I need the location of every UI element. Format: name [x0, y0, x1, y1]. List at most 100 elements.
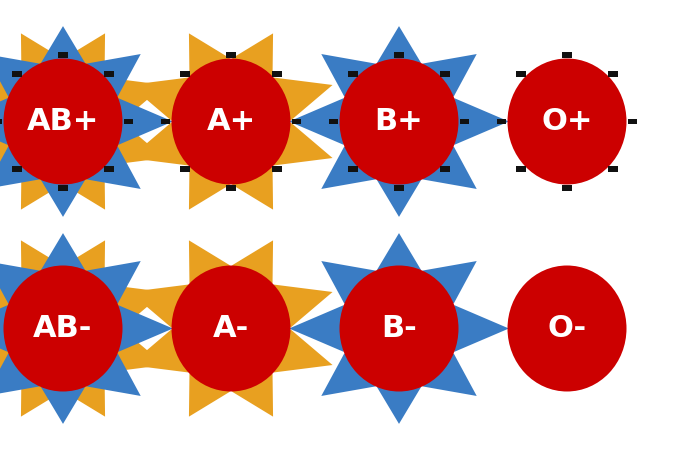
- Ellipse shape: [508, 266, 626, 392]
- Polygon shape: [274, 329, 332, 373]
- Polygon shape: [106, 329, 164, 373]
- Polygon shape: [0, 77, 20, 121]
- Bar: [104, 72, 113, 77]
- Ellipse shape: [172, 58, 290, 184]
- Polygon shape: [0, 54, 39, 97]
- Text: AB+: AB+: [27, 107, 99, 136]
- Bar: [13, 166, 22, 171]
- Polygon shape: [0, 261, 39, 304]
- Polygon shape: [423, 146, 477, 189]
- Text: A-: A-: [213, 314, 249, 343]
- Polygon shape: [130, 122, 188, 166]
- Polygon shape: [64, 240, 105, 284]
- Polygon shape: [189, 33, 230, 76]
- Polygon shape: [87, 146, 141, 189]
- Polygon shape: [87, 261, 141, 304]
- Polygon shape: [321, 146, 375, 189]
- Bar: [395, 185, 403, 191]
- Bar: [58, 52, 67, 58]
- Polygon shape: [130, 329, 188, 373]
- Bar: [349, 166, 358, 171]
- Polygon shape: [41, 180, 85, 217]
- Bar: [292, 118, 301, 125]
- Bar: [0, 118, 2, 125]
- Text: A+: A+: [206, 107, 256, 136]
- Bar: [517, 166, 526, 171]
- Polygon shape: [0, 122, 20, 166]
- Polygon shape: [289, 305, 344, 352]
- Bar: [628, 118, 637, 125]
- Polygon shape: [377, 233, 421, 270]
- Polygon shape: [377, 26, 421, 63]
- Polygon shape: [454, 98, 509, 145]
- Polygon shape: [64, 33, 105, 76]
- Polygon shape: [0, 284, 20, 328]
- Bar: [440, 72, 449, 77]
- Polygon shape: [130, 284, 188, 328]
- Bar: [329, 118, 339, 125]
- Polygon shape: [289, 98, 344, 145]
- Polygon shape: [232, 166, 273, 210]
- Polygon shape: [21, 374, 62, 417]
- Polygon shape: [87, 353, 141, 396]
- Polygon shape: [0, 353, 39, 396]
- Polygon shape: [64, 374, 105, 417]
- Polygon shape: [106, 77, 164, 121]
- Polygon shape: [0, 146, 39, 189]
- Ellipse shape: [172, 266, 290, 392]
- Polygon shape: [87, 54, 141, 97]
- Polygon shape: [21, 240, 62, 284]
- Text: AB-: AB-: [34, 314, 92, 343]
- Bar: [272, 166, 281, 171]
- Polygon shape: [118, 98, 173, 145]
- Polygon shape: [274, 284, 332, 328]
- Polygon shape: [0, 329, 20, 373]
- Polygon shape: [189, 374, 230, 417]
- Bar: [517, 72, 526, 77]
- Polygon shape: [0, 98, 8, 145]
- Polygon shape: [274, 122, 332, 166]
- Polygon shape: [321, 261, 375, 304]
- Ellipse shape: [340, 266, 458, 392]
- Polygon shape: [41, 233, 85, 270]
- Polygon shape: [41, 26, 85, 63]
- Polygon shape: [321, 54, 375, 97]
- Bar: [349, 72, 358, 77]
- Polygon shape: [106, 284, 164, 328]
- Polygon shape: [423, 353, 477, 396]
- Polygon shape: [21, 166, 62, 210]
- Bar: [58, 185, 67, 191]
- Polygon shape: [377, 180, 421, 217]
- Polygon shape: [189, 240, 230, 284]
- Bar: [104, 166, 113, 171]
- Polygon shape: [377, 387, 421, 424]
- Bar: [608, 72, 617, 77]
- Ellipse shape: [340, 58, 458, 184]
- Bar: [459, 118, 469, 125]
- Bar: [123, 118, 133, 125]
- Polygon shape: [130, 77, 188, 121]
- Polygon shape: [454, 305, 509, 352]
- Polygon shape: [232, 374, 273, 417]
- Bar: [563, 185, 572, 191]
- Text: O-: O-: [547, 314, 587, 343]
- Polygon shape: [41, 387, 85, 424]
- Polygon shape: [21, 33, 62, 76]
- Bar: [395, 52, 403, 58]
- Polygon shape: [232, 240, 273, 284]
- Polygon shape: [0, 305, 8, 352]
- Ellipse shape: [508, 58, 626, 184]
- Bar: [498, 118, 507, 125]
- Polygon shape: [118, 305, 173, 352]
- Text: B+: B+: [374, 107, 423, 136]
- Bar: [13, 72, 22, 77]
- Polygon shape: [189, 166, 230, 210]
- Ellipse shape: [4, 58, 122, 184]
- Bar: [272, 72, 281, 77]
- Bar: [181, 72, 190, 77]
- Polygon shape: [423, 54, 477, 97]
- Bar: [227, 185, 235, 191]
- Bar: [161, 118, 171, 125]
- Polygon shape: [423, 261, 477, 304]
- Bar: [440, 166, 449, 171]
